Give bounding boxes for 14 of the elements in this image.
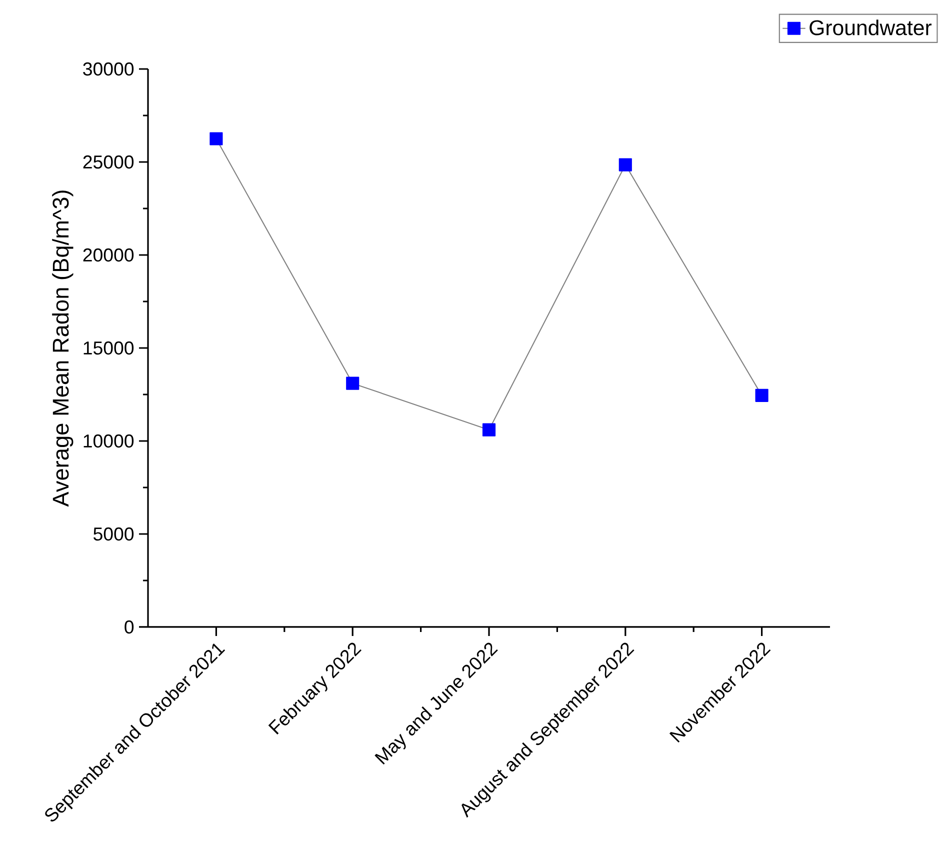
y-tick-label: 20000 bbox=[83, 248, 134, 262]
y-tick-label: 10000 bbox=[84, 434, 134, 448]
y-axis-title: Average Mean Radon (Bq/m^3) bbox=[52, 190, 74, 507]
y-tick-label: 5000 bbox=[94, 527, 134, 541]
point bbox=[755, 388, 768, 402]
point bbox=[210, 132, 223, 146]
point bbox=[482, 423, 496, 436]
legend-label: Groundwater bbox=[810, 20, 932, 36]
y-tick-label: 25000 bbox=[83, 155, 134, 169]
y-tick-label: 15000 bbox=[84, 341, 134, 355]
y-tick-label: 30000 bbox=[83, 62, 134, 76]
point bbox=[618, 158, 632, 172]
point bbox=[346, 376, 360, 390]
y-tick-label: 0 bbox=[124, 620, 134, 634]
